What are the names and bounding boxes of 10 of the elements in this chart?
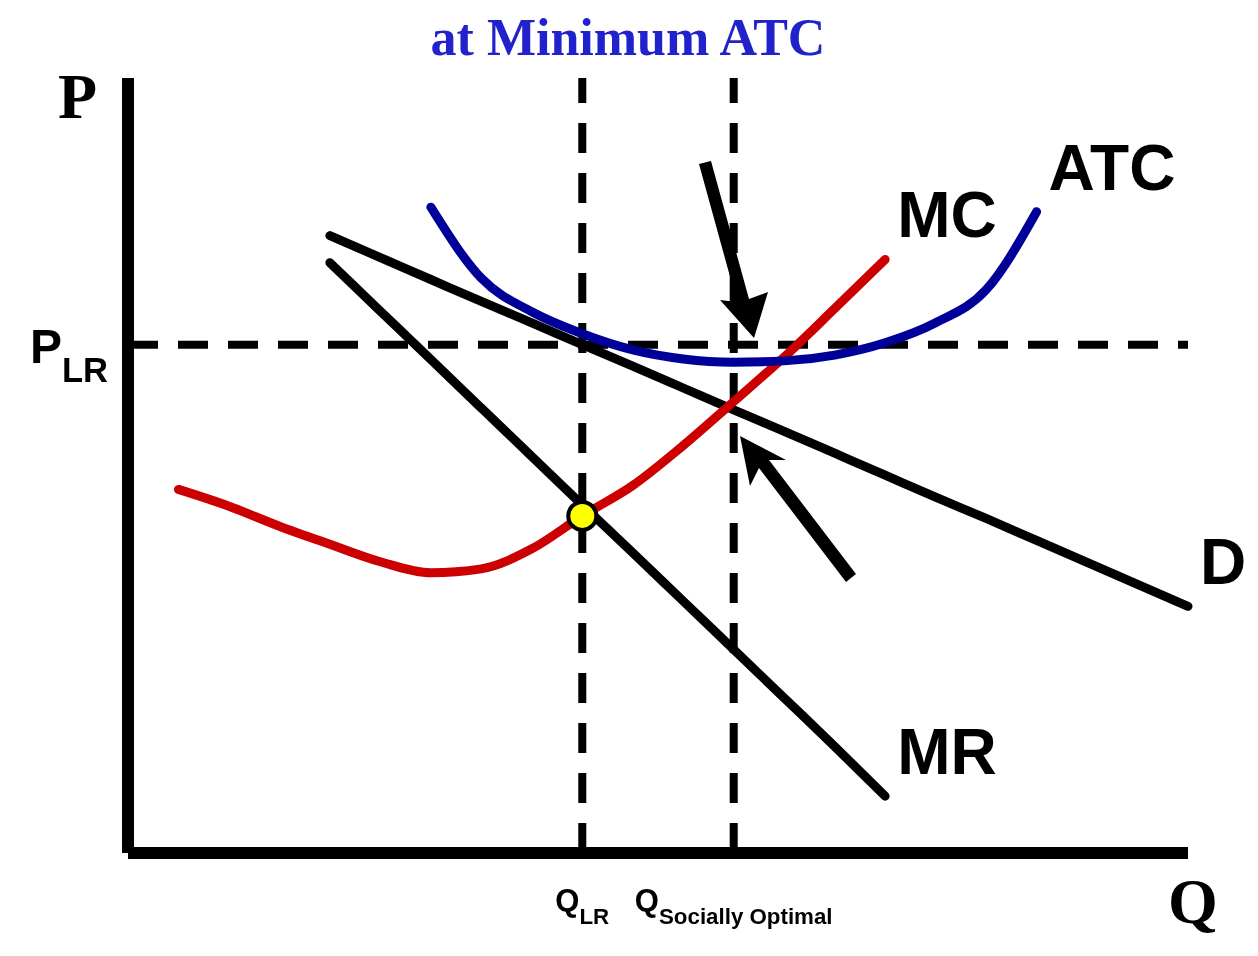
series-label: MR	[897, 716, 997, 789]
x-tick-label: Q$_{LR}$	[555, 883, 610, 929]
series-label: ATC	[1048, 131, 1176, 204]
series-label: D	[1200, 526, 1247, 599]
ref-line-label: P$_{LR}$	[29, 319, 109, 389]
x-tick-label: Q$_{Socially Optimal}$	[634, 883, 833, 929]
text: P	[58, 61, 98, 132]
x-axis-title: Q	[1168, 866, 1218, 937]
series-label: MC	[897, 179, 997, 252]
chart-title: at Minimum ATC	[430, 9, 826, 66]
